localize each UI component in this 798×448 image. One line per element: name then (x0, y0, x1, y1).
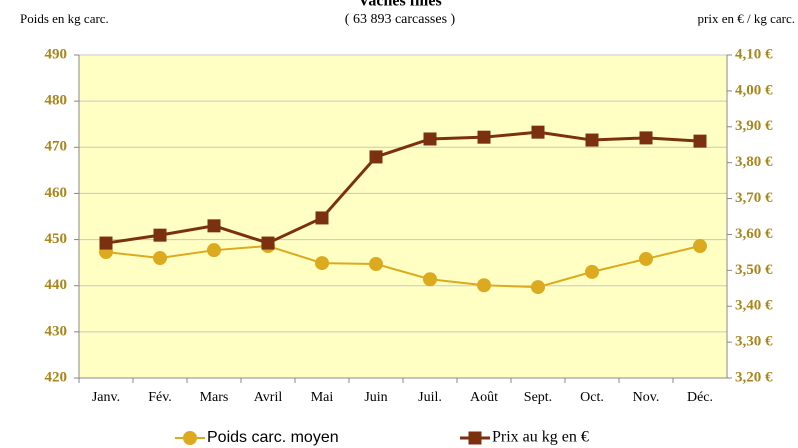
y2-tick-label: 4,00 € (735, 82, 773, 98)
point (639, 131, 653, 145)
y-tick-label: 450 (45, 231, 68, 247)
y-tick-label: 440 (45, 277, 68, 293)
y2-tick-label: 3,80 € (735, 154, 773, 170)
y2-tick-label: 3,40 € (735, 298, 773, 314)
x-tick-label: Nov. (633, 390, 660, 405)
point (585, 264, 599, 279)
chart-title: Vaches filles (358, 0, 441, 10)
point (693, 134, 707, 148)
plot-area (79, 55, 727, 378)
y2-tick-label: 3,60 € (735, 226, 773, 242)
point (477, 278, 491, 293)
y-tick-label: 460 (45, 185, 68, 201)
x-tick-label: Fév. (148, 390, 172, 405)
point (153, 228, 167, 242)
y-tick-label: 470 (45, 139, 68, 155)
y2-tick-label: 3,20 € (735, 369, 773, 385)
point (315, 211, 329, 225)
point (693, 239, 707, 254)
x-tick-label: Mars (200, 390, 229, 405)
x-tick-label: Sept. (524, 390, 552, 405)
chart-subtitle: ( 63 893 carcasses ) (345, 12, 456, 27)
point (369, 150, 383, 164)
y-tick-label: 420 (45, 369, 68, 385)
x-tick-label: Janv. (92, 390, 120, 405)
legend-label: Prix au kg en € (492, 429, 589, 446)
x-tick-label: Mai (311, 390, 334, 405)
x-tick-label: Avril (254, 390, 283, 405)
legend-label: Poids carc. moyen (207, 429, 339, 446)
y2-tick-label: 3,90 € (735, 118, 773, 134)
point (207, 243, 221, 258)
point (153, 251, 167, 266)
legend-marker (468, 431, 482, 445)
y-axis-label: Poids en kg carc. (20, 11, 109, 26)
point (531, 125, 545, 139)
x-tick-label: Juil. (418, 390, 442, 405)
y-tick-label: 490 (45, 46, 68, 62)
point (423, 132, 437, 146)
y2-tick-label: 3,70 € (735, 190, 773, 206)
y-tick-label: 480 (45, 93, 68, 109)
legend-marker (183, 431, 197, 445)
point (207, 219, 221, 233)
point (639, 251, 653, 266)
y2-tick-label: 4,10 € (735, 46, 773, 62)
series-line (105, 130, 701, 245)
point (369, 257, 383, 272)
x-tick-label: Août (470, 390, 498, 405)
y2-axis-label: prix en € / kg carc. (698, 11, 795, 26)
y2-tick-label: 3,50 € (735, 262, 773, 278)
point (585, 133, 599, 147)
point (423, 272, 437, 287)
y-tick-label: 430 (45, 323, 68, 339)
point (261, 236, 275, 250)
x-tick-label: Déc. (687, 390, 713, 405)
point (99, 236, 113, 250)
x-tick-label: Juin (364, 390, 387, 405)
point (477, 130, 491, 144)
point (315, 256, 329, 271)
x-tick-label: Oct. (580, 390, 604, 405)
series-line (105, 245, 701, 289)
y2-tick-label: 3,30 € (735, 334, 773, 350)
point (531, 280, 545, 295)
